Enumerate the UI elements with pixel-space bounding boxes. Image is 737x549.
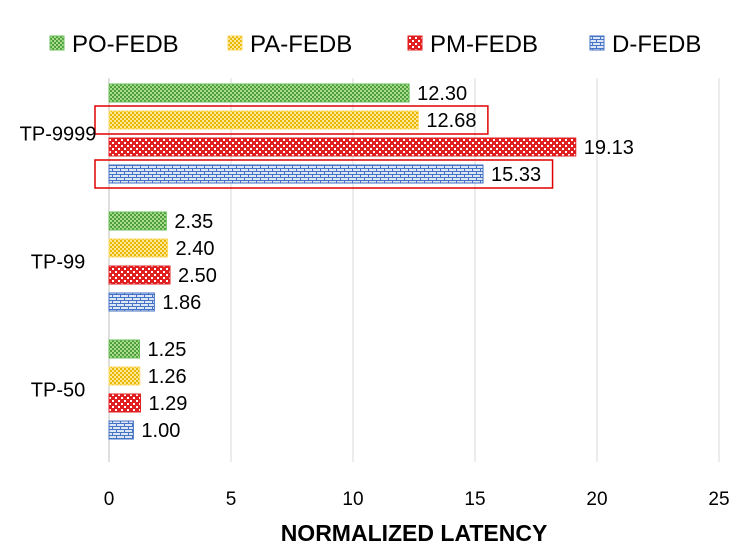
highlight-box (94, 105, 489, 135)
bar (108, 110, 419, 130)
bar (108, 83, 410, 103)
data-label: 1.29 (148, 393, 187, 415)
bar (108, 211, 167, 231)
legend-swatch (49, 35, 65, 51)
x-tick-label: 25 (708, 489, 729, 510)
data-label: 19.13 (584, 137, 634, 159)
bar (108, 420, 134, 440)
x-tick-label: 5 (226, 489, 237, 510)
legend-label: PM-FEDB (430, 31, 538, 58)
legend-swatch (589, 35, 605, 51)
bar (108, 292, 155, 312)
data-label: 12.30 (417, 83, 467, 105)
data-label: 2.40 (176, 238, 215, 260)
category-label: TP-9999 (20, 124, 97, 146)
data-label: 2.35 (174, 211, 213, 233)
x-tick-label: 15 (464, 489, 485, 510)
bar (108, 265, 171, 285)
category-label: TP-99 (31, 252, 85, 274)
legend-swatch (407, 35, 423, 51)
bar (108, 393, 141, 413)
data-label: 1.26 (148, 366, 187, 388)
bar (108, 238, 169, 258)
data-label: 1.25 (148, 339, 187, 361)
data-label: 2.50 (178, 265, 217, 287)
x-axis-title: NORMALIZED LATENCY (281, 520, 548, 546)
bar (108, 164, 484, 184)
x-tick-label: 20 (586, 489, 607, 510)
legend-label: D-FEDB (612, 31, 701, 58)
bars (94, 83, 577, 440)
highlight-box (94, 159, 554, 189)
bar (108, 339, 140, 359)
data-label: 1.00 (141, 420, 180, 442)
data-label: 15.33 (491, 164, 541, 186)
legend-label: PA-FEDB (250, 31, 352, 58)
labels: 0 5 10 15 20 25 TP-9999 12.30 12.68 19.13 15.33 TP-… (20, 83, 730, 510)
bar (108, 137, 577, 157)
legend: PO-FEDB PA-FEDB PM-FEDB D-FEDB (49, 31, 701, 58)
x-tick-label: 10 (342, 489, 363, 510)
category-label: TP-50 (31, 380, 85, 402)
x-tick-label: 0 (104, 489, 115, 510)
data-label: 12.68 (426, 110, 476, 132)
data-label: 1.86 (162, 292, 201, 314)
legend-swatch (227, 35, 243, 51)
bar (108, 366, 141, 386)
legend-label: PO-FEDB (72, 31, 179, 58)
